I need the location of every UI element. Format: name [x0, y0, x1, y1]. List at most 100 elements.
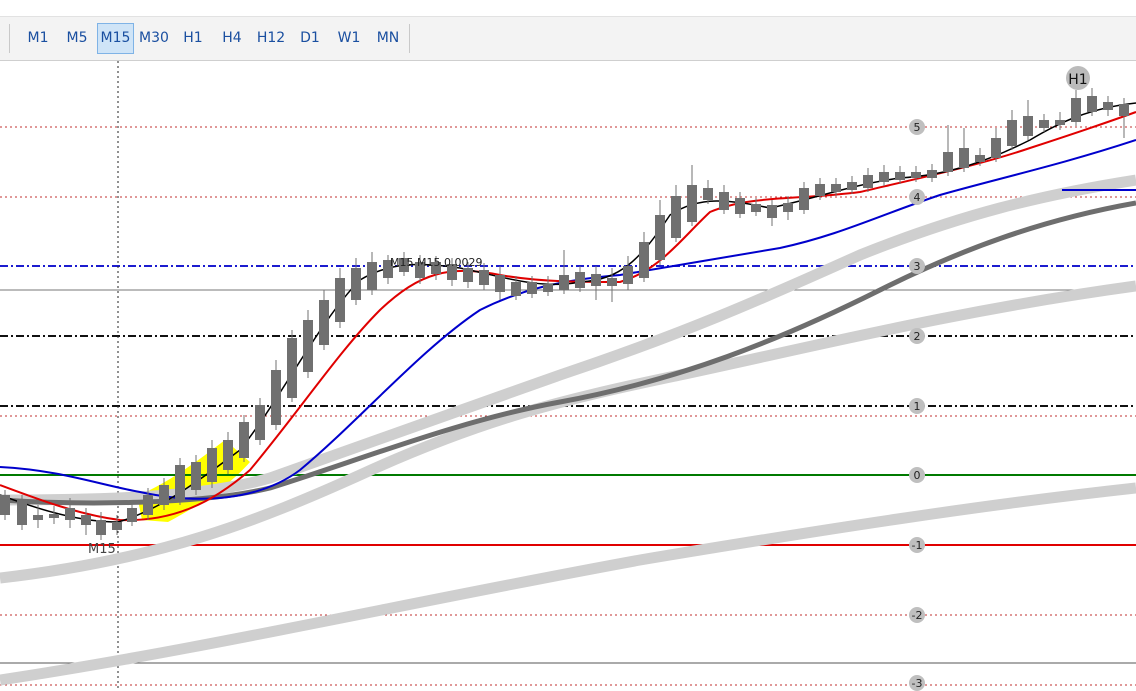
candle-body	[303, 320, 313, 372]
candle-body	[367, 262, 377, 290]
candle-body	[1039, 120, 1049, 128]
svg-text:-3: -3	[912, 677, 923, 690]
candle-body	[847, 182, 857, 190]
indicator-info-text: M15 M15 0.0029	[390, 256, 482, 269]
candle-body	[112, 522, 122, 530]
candle-body	[447, 264, 457, 280]
candle-body	[927, 170, 937, 178]
level-label-minus-1: -1	[909, 537, 925, 553]
candle-body	[495, 275, 505, 292]
candle-body	[351, 268, 361, 300]
svg-text:1: 1	[914, 400, 921, 413]
svg-text:0: 0	[914, 469, 921, 482]
ma-ribbon-top	[0, 174, 1136, 506]
candle-body	[543, 284, 553, 292]
candle-body	[33, 515, 43, 520]
timeframe-h1-button[interactable]: H1	[183, 30, 203, 46]
level-label-minus-2: -2	[909, 607, 925, 623]
candle-body	[767, 205, 777, 218]
candle-body	[383, 260, 393, 278]
candle-body	[239, 422, 249, 458]
candle-body	[623, 266, 633, 284]
candle-body	[143, 495, 153, 515]
timeframe-m1-button[interactable]: M1	[27, 30, 49, 46]
candle-body	[271, 370, 281, 425]
timeframe-h12-button[interactable]: H12	[256, 30, 286, 46]
ma-dark-line	[0, 200, 1136, 506]
candle-body	[975, 155, 985, 162]
timeframe-m15-button[interactable]: M15	[97, 23, 134, 54]
toolbar-grip	[9, 24, 10, 53]
candle-body	[159, 485, 169, 505]
candle-body	[0, 495, 10, 515]
candle-body	[671, 196, 681, 238]
toolbar-separator	[409, 24, 410, 53]
candle-body	[1087, 96, 1097, 112]
level-label-4: 4	[909, 189, 925, 205]
candle-body	[17, 500, 27, 525]
candlesticks	[0, 88, 1129, 540]
candle-body	[223, 440, 233, 470]
timeframe-m30-button[interactable]: M30	[139, 30, 169, 46]
candle-body	[895, 172, 905, 180]
timeframe-h4-button[interactable]: H4	[222, 30, 242, 46]
candle-body	[175, 465, 185, 500]
candle-body	[1071, 98, 1081, 122]
candle-body	[49, 514, 59, 518]
h1-badge[interactable]	[1066, 66, 1090, 90]
candle-body	[287, 338, 297, 398]
level-label-2: 2	[909, 328, 925, 344]
ma-ribbon-middle	[0, 280, 1136, 584]
candle-body	[799, 188, 809, 210]
svg-text:2: 2	[914, 330, 921, 343]
svg-text:-1: -1	[912, 539, 923, 552]
candle-body	[1103, 102, 1113, 110]
level-label-0: 0	[909, 467, 925, 483]
timeframe-mn-button[interactable]: MN	[376, 30, 400, 46]
candle-body	[527, 282, 537, 294]
timeframe-w1-button[interactable]: W1	[337, 30, 361, 46]
candle-body	[96, 520, 106, 535]
candle-body	[943, 152, 953, 172]
candle-body	[127, 508, 137, 522]
candle-body	[575, 272, 585, 288]
candle-body	[335, 278, 345, 322]
candle-body	[639, 242, 649, 278]
timeframe-toolbar: M1 M5 M15 M30 H1 H4 H12 D1 W1 MN	[0, 17, 1136, 61]
candle-body	[911, 172, 921, 178]
window-top-strip	[0, 0, 1136, 17]
candle-body	[703, 188, 713, 200]
candle-body	[399, 258, 409, 272]
level-label-3: 3	[909, 258, 925, 274]
candle-body	[431, 262, 441, 274]
candle-body	[991, 138, 1001, 158]
candle-body	[65, 508, 75, 520]
candle-body	[1119, 104, 1129, 116]
candle-body	[591, 274, 601, 286]
m15-marker-label: M15	[88, 542, 116, 557]
svg-text:5: 5	[914, 121, 921, 134]
h1-badge-label: H1	[1068, 72, 1087, 88]
level-label-minus-3: -3	[909, 675, 925, 691]
candle-body	[783, 203, 793, 212]
ma-ribbon-bottom	[0, 482, 1136, 686]
candle-body	[831, 184, 841, 192]
svg-text:3: 3	[914, 260, 921, 273]
candle-body	[959, 148, 969, 168]
candle-body	[719, 192, 729, 210]
candle-body	[479, 270, 489, 285]
timeframe-d1-button[interactable]: D1	[300, 30, 320, 46]
candle-body	[207, 448, 217, 482]
candle-body	[191, 462, 201, 490]
candle-body	[1007, 120, 1017, 146]
level-label-1: 1	[909, 398, 925, 414]
candle-body	[815, 184, 825, 196]
candle-body	[751, 204, 761, 212]
candle-body	[415, 262, 425, 278]
svg-text:-2: -2	[912, 609, 923, 622]
candle-body	[463, 268, 473, 282]
candle-body	[687, 185, 697, 222]
price-chart[interactable]: M15 M15 0.0029 M15 H1 5 4 3 2 1 0 -1 -2 …	[0, 61, 1136, 691]
candle-body	[863, 175, 873, 188]
timeframe-m5-button[interactable]: M5	[66, 30, 88, 46]
